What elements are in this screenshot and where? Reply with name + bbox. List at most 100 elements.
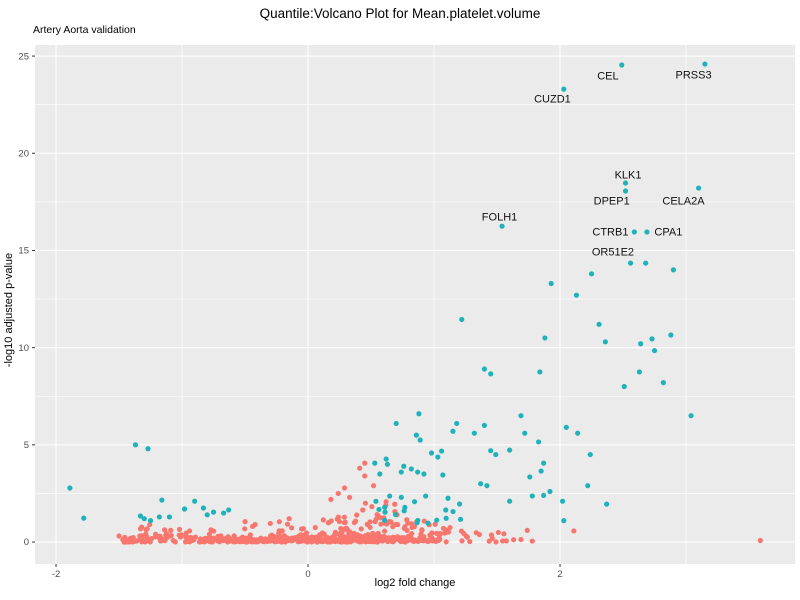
data-point-sig <box>423 493 429 499</box>
data-point-sig <box>373 498 379 504</box>
data-point-sig <box>81 515 87 521</box>
data-point-sig <box>604 501 610 507</box>
gene-label-cela2a: CELA2A <box>662 196 705 208</box>
data-point-sig <box>471 430 477 436</box>
data-point-ns <box>347 529 353 535</box>
data-point-ns <box>390 524 396 530</box>
data-point-ns <box>242 519 248 525</box>
data-point-sig <box>156 514 162 520</box>
plot-title: Quantile:Volcano Plot for Mean.platelet.… <box>259 6 541 21</box>
data-point-ns <box>312 524 318 531</box>
data-point-ns <box>332 532 338 538</box>
data-point-ns <box>421 518 427 524</box>
y-tick-label: 10 <box>18 343 29 354</box>
data-point-sig <box>425 520 431 526</box>
data-point-sig <box>226 507 232 513</box>
data-point-sig <box>585 483 591 489</box>
data-point-sig <box>428 450 435 456</box>
data-point-ns <box>168 533 174 539</box>
data-point-ns <box>144 526 150 532</box>
data-point-sig <box>547 488 553 495</box>
data-point-sig <box>393 420 399 427</box>
data-point-ns <box>518 536 524 543</box>
data-point-ns <box>378 521 384 527</box>
data-point-ns <box>328 518 334 524</box>
data-point-ns <box>374 512 380 518</box>
data-point-ns <box>147 521 153 528</box>
data-point-ns <box>392 501 398 507</box>
data-point-ns <box>411 538 417 545</box>
gene-label-cel: CEL <box>597 71 618 83</box>
data-point-sig <box>507 447 513 453</box>
data-point-ns <box>420 538 426 544</box>
data-point-ns <box>177 534 184 540</box>
data-point-ns <box>280 535 286 541</box>
data-point-ns <box>381 533 387 540</box>
data-point-sig <box>688 413 694 419</box>
data-point-ns <box>176 526 183 533</box>
data-point-ns <box>298 532 304 538</box>
data-point-ns <box>335 490 341 497</box>
data-point-sig <box>382 504 388 510</box>
data-point-ns <box>144 534 150 540</box>
data-point-ns <box>286 516 292 522</box>
data-point-sig <box>434 517 440 523</box>
data-point-sig <box>415 469 421 475</box>
data-point-sig <box>575 430 581 436</box>
data-point-ns <box>247 532 253 538</box>
y-tick-label: 0 <box>24 537 29 548</box>
data-point-ns <box>152 531 159 537</box>
data-point-ns <box>510 537 517 543</box>
data-point-sig <box>413 432 419 438</box>
data-point-sig <box>541 460 547 466</box>
data-point-ns <box>276 519 282 525</box>
data-point-sig <box>435 454 441 460</box>
x-tick-label: 0 <box>305 569 310 580</box>
data-point-ns <box>362 473 368 479</box>
data-point-ns <box>116 533 122 539</box>
data-point-ns <box>529 538 535 544</box>
data-point-sig <box>147 518 154 524</box>
y-tick-label: 20 <box>18 148 29 159</box>
data-point-ns <box>163 532 169 538</box>
data-point-ns <box>267 520 273 527</box>
data-point-sig <box>376 506 382 513</box>
gene-label-cpa1: CPA1 <box>654 226 682 238</box>
data-point-sig <box>561 518 567 524</box>
data-point-sig <box>538 468 544 474</box>
data-point-ns <box>284 521 291 527</box>
data-point-ns <box>757 537 763 544</box>
data-point-sig <box>383 456 389 462</box>
data-point-sig <box>166 514 173 520</box>
data-point-ns <box>298 526 305 532</box>
data-point-cuzd1 <box>561 86 567 92</box>
data-point-sig <box>488 371 494 377</box>
data-point-ns <box>418 531 424 537</box>
data-point-ns <box>524 527 530 533</box>
data-point-sig <box>401 463 407 469</box>
gene-label-klk1: KLK1 <box>615 170 642 182</box>
data-point-sig <box>456 501 463 507</box>
gene-label-cuzd1: CUZD1 <box>534 94 571 106</box>
data-point-sig <box>649 336 655 342</box>
data-point-ns <box>405 520 411 526</box>
data-point-ns <box>362 460 368 466</box>
data-point-sig <box>638 341 644 347</box>
data-point-ns <box>218 533 224 539</box>
y-tick-label: 25 <box>18 51 29 62</box>
data-point-sig <box>450 428 456 434</box>
data-point-sig <box>537 369 543 375</box>
data-point-sig <box>484 483 490 489</box>
data-point-ns <box>440 525 447 532</box>
x-tick-label: -2 <box>52 569 60 580</box>
data-point-ns <box>268 537 274 543</box>
data-point-sig <box>381 517 388 523</box>
data-point-ns <box>206 531 212 537</box>
data-point-ns <box>347 494 353 500</box>
data-point-ns <box>388 519 394 525</box>
data-point-ns <box>367 519 373 525</box>
data-point-ns <box>252 521 258 528</box>
data-point-ns <box>305 535 311 541</box>
